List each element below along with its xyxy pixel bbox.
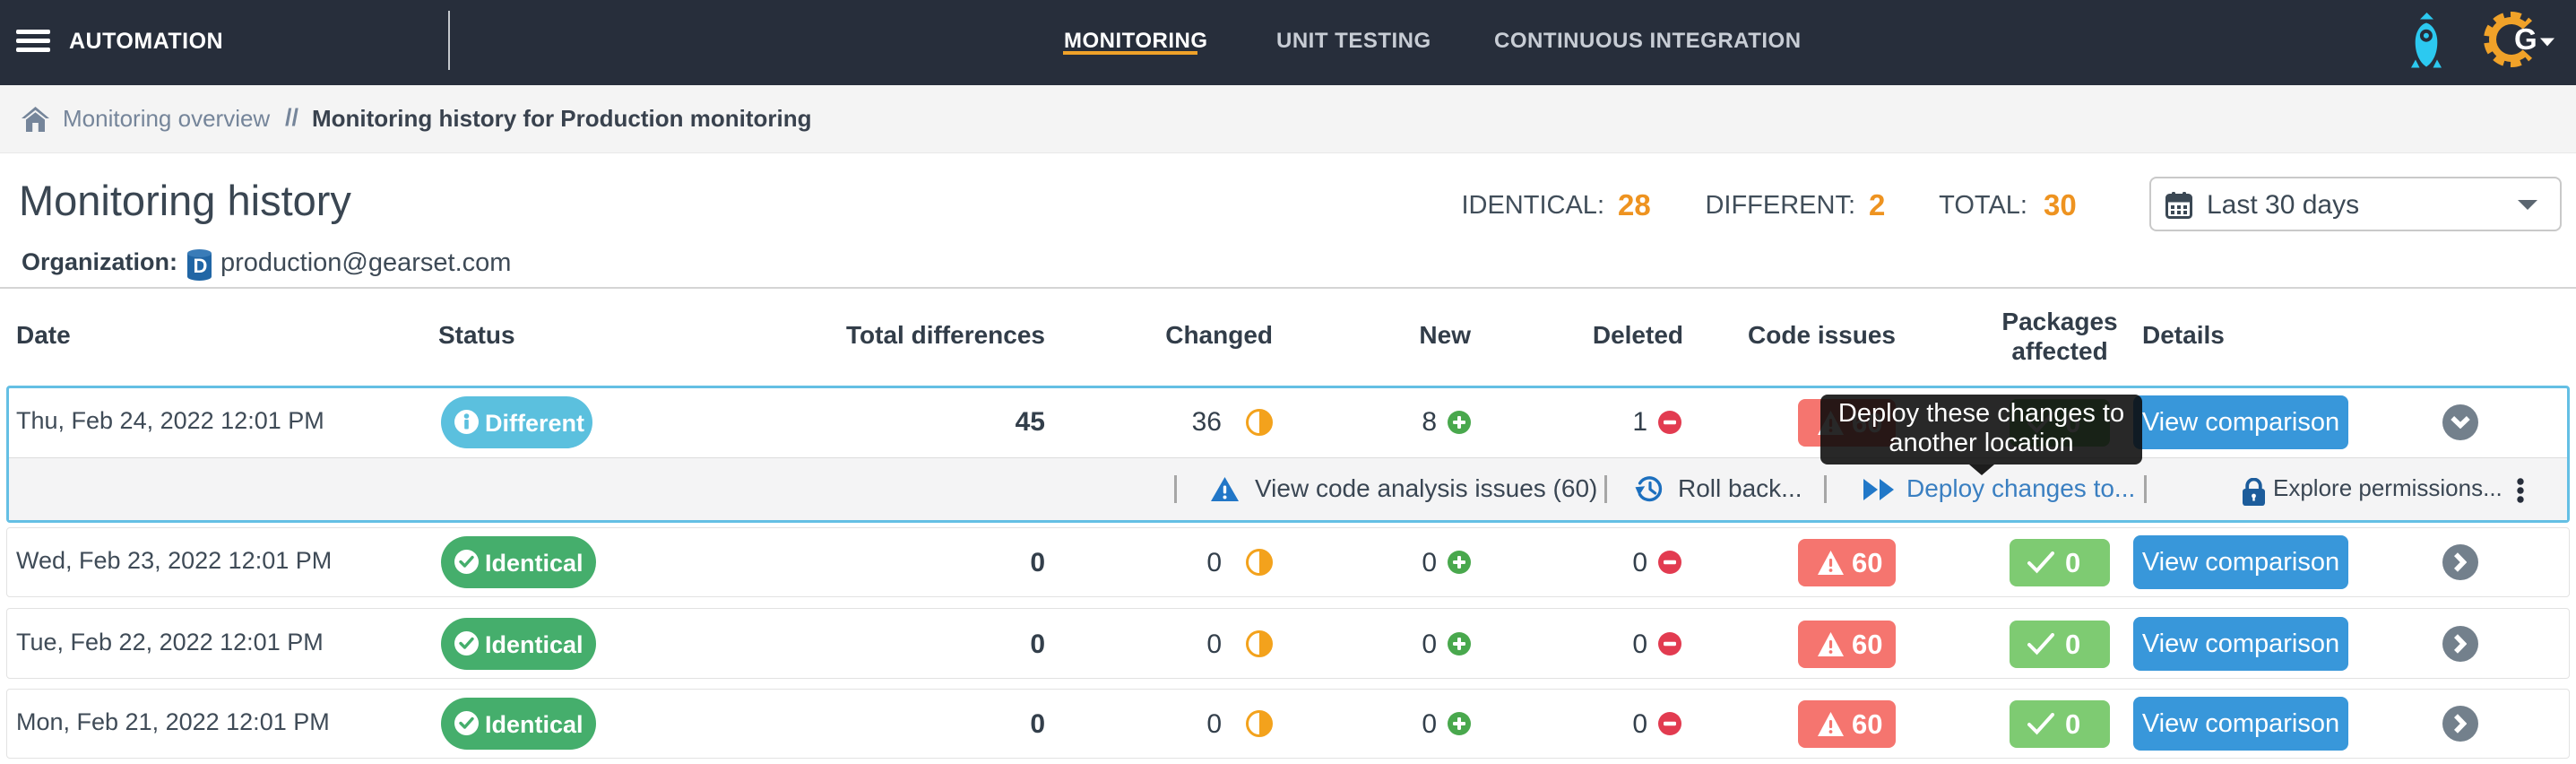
svg-text:G: G [2514, 22, 2537, 56]
svg-text:D: D [194, 255, 208, 277]
